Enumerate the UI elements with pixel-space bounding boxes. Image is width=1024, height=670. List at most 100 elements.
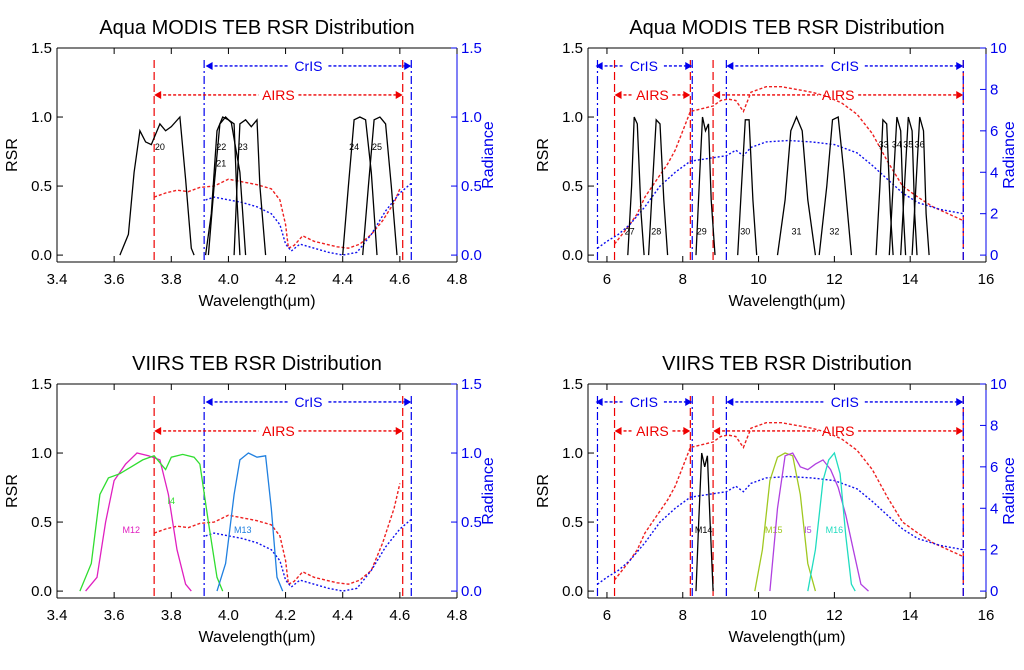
range-arrow-right-0 [685,397,693,406]
x-tick-label: 4.4 [332,271,353,288]
range-label-cris: CrIS [630,58,658,74]
y-tick-label: 0.0 [31,583,52,600]
y2-tick-label: 10 [990,376,1007,393]
y2-tick-label: 2 [990,206,998,223]
band-label-31: 31 [791,226,801,236]
x-axis-label: Wavelength(μm) [198,629,315,646]
chart-title: Aqua MODIS TEB RSR Distribution [99,17,414,39]
x-tick-label: 12 [826,271,843,288]
band-25 [362,116,398,256]
y2-tick-label: 0.0 [461,247,482,264]
band-m14 [695,452,714,592]
y2-tick-label: 2 [990,542,998,559]
band-m12 [85,452,192,592]
y-tick-label: 0.0 [31,247,52,264]
band-29 [695,116,716,256]
band-31 [776,115,817,256]
band-label-30: 30 [740,226,750,236]
range-label-airs: AIRS [636,423,669,439]
spectrum-cris [597,475,964,585]
x-tick-label: 14 [902,607,919,624]
band-m13 [216,452,284,592]
y2-tick-label: 4 [990,164,998,181]
y2-axis-label: Radiance [480,457,497,525]
spectrum-cris [205,182,412,256]
x-tick-label: 3.8 [161,271,182,288]
band-i4 [79,453,224,592]
y-tick-label: 1.0 [31,445,52,462]
y-tick-label: 0.5 [31,178,52,195]
x-tick-label: 14 [902,271,919,288]
chart-panel-2: Aqua MODIS TEB RSR Distribution CrIS CrIS A… [535,17,1018,310]
y-tick-label: 0.0 [562,583,583,600]
chart-title: Aqua MODIS TEB RSR Distribution [629,17,944,39]
y2-tick-label: 0.5 [461,514,482,531]
band-label-33: 33 [879,139,889,149]
chart-panel-4: VIIRS TEB RSR Distribution CrIS CrIS AIRS AI… [535,353,1018,646]
y-tick-label: 1.5 [31,376,52,393]
y2-tick-label: 1.0 [461,445,482,462]
y-tick-label: 1.5 [562,376,583,393]
y-tick-label: 1.5 [562,40,583,57]
band-20 [119,115,195,256]
band-label-22: 22 [216,142,226,152]
y2-tick-label: 1.0 [461,109,482,126]
band-30 [737,119,758,256]
x-tick-label: 3.4 [47,607,68,624]
band-label-27: 27 [625,226,635,236]
x-tick-label: 4.0 [218,271,239,288]
band-label-m13: M13 [234,525,252,535]
range-arrow-right-1 [956,61,964,70]
band-label-23: 23 [238,142,248,152]
x-tick-label: 8 [679,271,687,288]
band-label-34: 34 [892,139,902,149]
band-24 [342,116,378,256]
y2-tick-label: 8 [990,417,998,434]
range-arrow-right-0 [685,61,693,70]
y-axis-label: RSR [535,138,552,172]
band-23 [233,118,267,256]
y2-tick-label: 6 [990,459,998,476]
x-tick-label: 3.8 [161,607,182,624]
y2-tick-label: 0.5 [461,178,482,195]
range-arrow-left-3 [713,426,721,435]
x-tick-label: 10 [750,607,767,624]
range-arrow-right-0 [404,397,412,406]
band-label-i5: I5 [804,525,812,535]
y-tick-label: 1.0 [562,109,583,126]
y2-axis-label: Radiance [1001,457,1018,525]
band-label-24: 24 [349,142,359,152]
x-tick-label: 4.2 [275,607,296,624]
range-label-cris: CrIS [831,394,859,410]
y2-tick-label: 10 [990,40,1007,57]
y2-tick-label: 1.5 [461,40,482,57]
band-m15 [754,452,817,592]
x-tick-label: 6 [603,607,611,624]
range-arrow-right-1 [956,397,964,406]
range-label-cris: CrIS [831,58,859,74]
band-label-m12: M12 [123,525,141,535]
x-tick-label: 16 [978,607,995,624]
range-arrow-right-3 [956,90,964,99]
band-27 [627,116,645,256]
band-label-28: 28 [651,226,661,236]
spectrum-airs [153,178,401,250]
y2-tick-label: 4 [990,500,998,517]
chart-title: VIIRS TEB RSR Distribution [662,353,912,375]
x-tick-label: 4.2 [275,271,296,288]
x-tick-label: 3.4 [47,271,68,288]
range-label-cris: CrIS [294,58,322,74]
band-28 [647,118,669,256]
x-tick-label: 8 [679,607,687,624]
y2-tick-label: 6 [990,123,998,140]
band-label-m16: M16 [826,525,844,535]
band-label-32: 32 [829,226,839,236]
band-m16 [807,451,856,592]
y2-tick-label: 1.5 [461,376,482,393]
y-tick-label: 1.5 [31,40,52,57]
chart-panel-1: Aqua MODIS TEB RSR Distribution CrIS AIRS 2… [4,17,497,310]
y2-axis-label: Radiance [480,121,497,189]
range-arrow-left-0 [205,61,213,70]
